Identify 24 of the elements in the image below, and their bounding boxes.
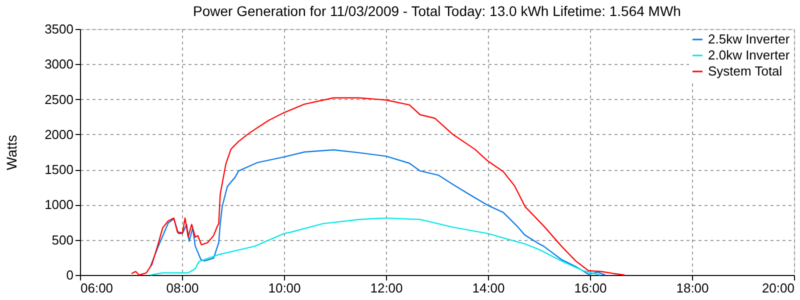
x-tick-label: 14:00: [472, 280, 505, 296]
y-tick-label: 500: [52, 232, 74, 248]
legend-label: 2.0kw Inverter: [708, 48, 790, 62]
y-tick-label: 1500: [44, 162, 74, 178]
x-tick-label: 20:00: [762, 280, 794, 296]
y-tick-label: 0: [66, 268, 74, 282]
y-axis-title: Watts: [4, 134, 20, 170]
y-tick-label: 3500: [44, 22, 74, 36]
x-tick-label: 16:00: [574, 280, 607, 296]
y-tick-label: 2000: [44, 126, 74, 142]
y-tick-label: 3000: [44, 56, 74, 72]
y-tick-label: 1000: [44, 197, 74, 212]
line-series: [130, 97, 626, 276]
line-series: [150, 217, 601, 276]
y-tick-label: 2500: [44, 92, 74, 107]
legend-label: System Total: [708, 64, 782, 78]
chart-title: Power Generation for 11/03/2009 - Total Today: 13.0 kWh Lifetime: 1.564 MWh: [193, 3, 681, 19]
x-tick-label: 06:00: [80, 280, 114, 296]
legend-label: 2.5kw Inverter: [708, 32, 790, 46]
line-series: [150, 149, 606, 276]
x-tick-label: 12:00: [370, 280, 403, 296]
x-tick-label: 18:00: [676, 280, 709, 296]
x-tick-label: 10:00: [268, 280, 301, 296]
x-tick-label: 08:00: [166, 280, 199, 296]
